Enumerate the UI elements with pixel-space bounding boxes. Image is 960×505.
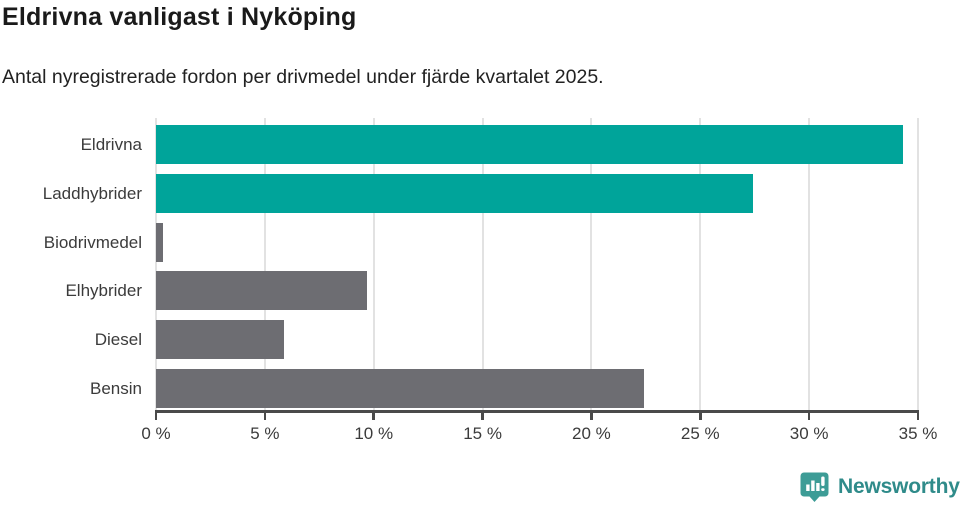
x-tick-label-35: 35 %: [898, 424, 938, 443]
x-tick-mark-10: [372, 413, 375, 420]
x-tick-label-25: 25 %: [680, 424, 720, 443]
category-label-diesel: Diesel: [94, 330, 142, 350]
category-label-biodrivmedel: Biodrivmedel: [43, 232, 142, 252]
x-tick-label-5: 5 %: [250, 424, 280, 443]
category-label-elhybrider: Elhybrider: [65, 281, 142, 301]
x-tick-mark-5: [263, 413, 267, 420]
category-label-bensin: Bensin: [90, 379, 142, 398]
x-tick-mark-25: [699, 413, 702, 420]
category-label-laddhybrider: Laddhybrider: [42, 183, 142, 203]
gridline-5: [263, 118, 266, 411]
x-tick-mark-20: [590, 413, 593, 420]
gridline-35: [917, 118, 919, 411]
x-tick-mark-35: [916, 413, 920, 420]
x-tick-mark-30: [807, 413, 811, 420]
bar-eldrivna: [156, 125, 903, 164]
page-subtitle: Antal nyregistrerade fordon per drivmede…: [2, 66, 604, 88]
bar-elhybrider: [156, 271, 368, 311]
gridline-0: [155, 118, 157, 411]
category-axis-labels: Eldrivna Laddhybrider Biodrivmedel Elhybrid…: [0, 118, 142, 411]
x-tick-label-20: 20 %: [572, 424, 611, 443]
x-axis-ticks: 0 % 5 % 10 % 15 % 20 % 25 % 30 % 35 %: [141, 413, 937, 453]
newsworthy-wordmark: Newsworthy: [838, 475, 960, 498]
x-tick-label-0: 0 %: [141, 424, 171, 443]
plot-area: [155, 118, 919, 411]
gridline-20: [590, 118, 593, 411]
category-label-eldrivna: Eldrivna: [80, 135, 142, 154]
gridline-25: [699, 118, 702, 411]
x-tick-label-15: 15 %: [463, 424, 502, 443]
gridline-30: [808, 118, 811, 411]
newsworthy-bubble-chart-icon: [799, 471, 830, 503]
x-tick-label-10: 10 %: [354, 424, 394, 443]
bar-bensin: [156, 369, 644, 408]
gridline-10: [372, 118, 375, 411]
x-tick-label-30: 30 %: [789, 424, 829, 443]
newsworthy-logo[interactable]: Newsworthy: [799, 471, 960, 503]
x-tick-mark-0: [154, 413, 158, 420]
bar-laddhybrider: [156, 173, 753, 213]
gridline-15: [481, 118, 484, 411]
page-title: Eldrivna vanligast i Nyköping: [2, 3, 357, 31]
bar-biodrivmedel: [156, 222, 163, 262]
x-axis-line: [155, 410, 919, 413]
x-tick-mark-15: [481, 413, 484, 420]
bar-diesel: [156, 320, 285, 360]
